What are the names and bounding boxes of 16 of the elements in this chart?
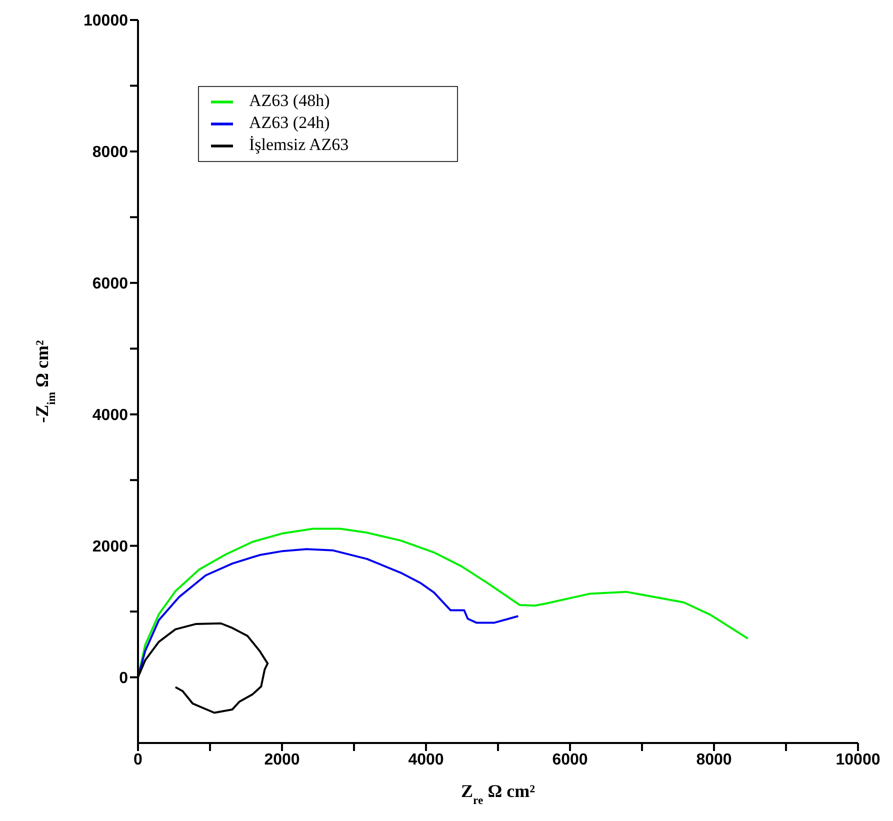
x-tick-label: 0 <box>134 751 143 768</box>
y-tick-label: 0 <box>119 670 128 687</box>
x-tick-label: 10000 <box>836 751 880 768</box>
y-tick-label: 6000 <box>92 276 128 293</box>
legend-label: İşlemsiz AZ63 <box>249 135 349 154</box>
y-tick-label: 8000 <box>92 144 128 162</box>
x-tick-label: 4000 <box>408 751 444 768</box>
y-tick-label: 10000 <box>84 12 128 30</box>
x-tick-label: 8000 <box>696 751 732 768</box>
legend-label: AZ63 (24h) <box>249 113 330 132</box>
x-axis-title: Z$_{re}$ Ω cm² <box>461 781 535 806</box>
y-tick-label: 4000 <box>92 407 128 424</box>
y-tick-label: 2000 <box>92 538 128 556</box>
legend-label: AZ63 (48h) <box>249 91 330 110</box>
x-tick-label: 2000 <box>264 751 300 768</box>
x-tick-label: 6000 <box>552 751 588 768</box>
